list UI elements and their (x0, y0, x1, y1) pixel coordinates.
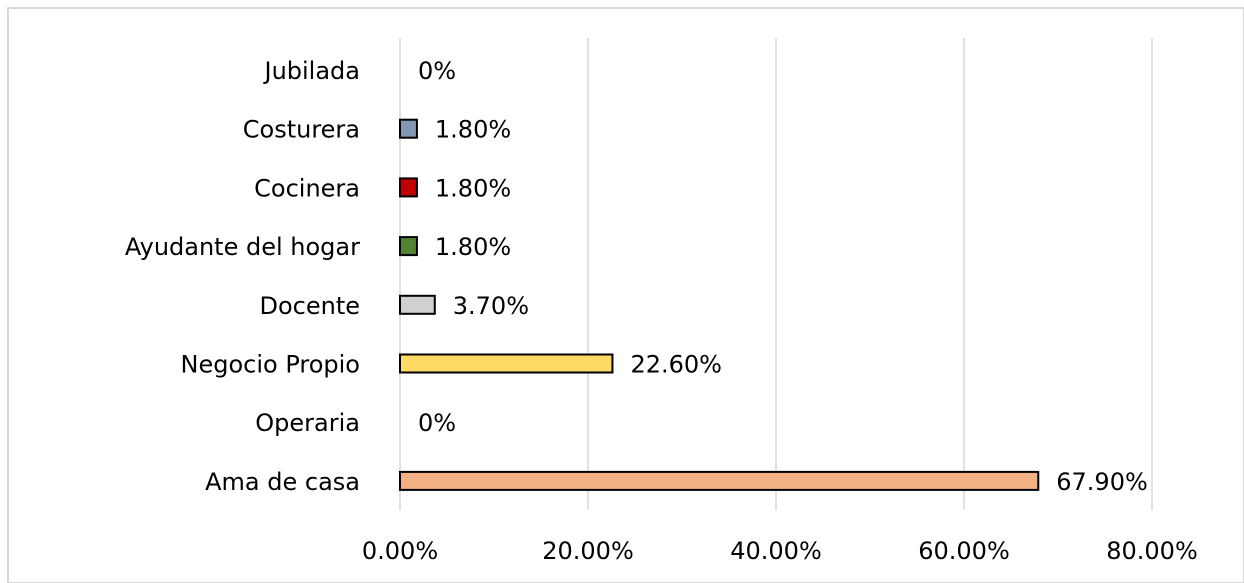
data-label: 1.80% (435, 174, 511, 202)
bar (399, 118, 418, 139)
chart-border (7, 7, 1244, 583)
data-label: 1.80% (435, 116, 511, 144)
x-tick-label: 60.00% (918, 537, 1010, 565)
data-label: 1.80% (435, 233, 511, 261)
y-tick-label: Ama de casa (205, 468, 360, 496)
y-tick-label: Negocio Propio (181, 351, 360, 379)
x-tick-label: 0.00% (362, 537, 438, 565)
data-label: 0% (418, 57, 456, 85)
y-tick-label: Docente (259, 292, 360, 320)
bar (399, 353, 614, 374)
bar (399, 177, 418, 198)
bar (399, 294, 436, 315)
y-tick-label: Costurera (243, 116, 360, 144)
data-label: 3.70% (453, 292, 529, 320)
data-label: 67.90% (1056, 468, 1148, 496)
y-tick-label: Jubilada (262, 57, 360, 85)
y-tick-label: Operaria (255, 409, 360, 437)
y-tick-label: Cocinera (254, 174, 360, 202)
data-label: 22.60% (630, 351, 722, 379)
x-tick-label: 80.00% (1106, 537, 1198, 565)
bar (399, 470, 1040, 491)
x-tick-label: 40.00% (730, 537, 822, 565)
y-tick-label: Ayudante del hogar (125, 233, 360, 261)
x-tick-label: 20.00% (542, 537, 634, 565)
data-label: 0% (418, 409, 456, 437)
bar (399, 236, 418, 257)
